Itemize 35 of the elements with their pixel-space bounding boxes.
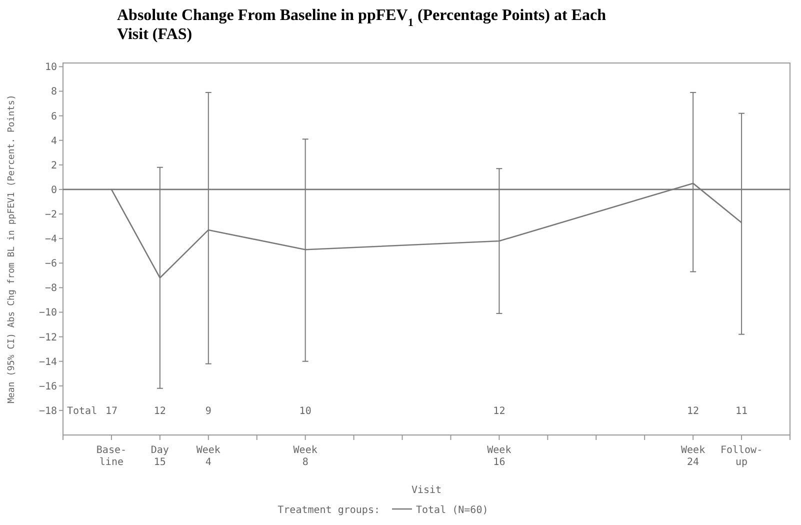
x-tick-label: Week 24 bbox=[681, 445, 706, 468]
annotation: 10 bbox=[299, 406, 312, 417]
y-tick-label: 10 bbox=[44, 62, 57, 74]
y-tick-label: −14 bbox=[38, 356, 57, 368]
y-tick-label: −16 bbox=[38, 381, 57, 392]
y-tick-label: −4 bbox=[44, 234, 57, 246]
x-tick-label: Base- line bbox=[96, 445, 127, 468]
y-tick-label: −10 bbox=[38, 308, 57, 319]
y-axis-title: Mean (95% CI) Abs Chg from BL in ppFEV1 (Percent. Points) bbox=[7, 94, 17, 404]
annotation: 12 bbox=[687, 406, 700, 417]
y-tick-label: 2 bbox=[50, 160, 57, 172]
annotation: 9 bbox=[205, 406, 212, 417]
y-tick-label: 6 bbox=[50, 111, 57, 122]
y-tick-label: 0 bbox=[50, 184, 57, 196]
x-tick-label: Day 15 bbox=[150, 445, 169, 468]
y-tick-label: 4 bbox=[50, 136, 57, 147]
x-axis-title: Visit bbox=[411, 485, 442, 496]
annotation: 12 bbox=[154, 406, 166, 417]
y-tick-label: −2 bbox=[44, 210, 57, 221]
annotation: 17 bbox=[105, 406, 118, 417]
x-tick-label: Week 4 bbox=[196, 445, 220, 468]
x-tick-label: Week 16 bbox=[487, 445, 512, 468]
annotation: 12 bbox=[493, 406, 506, 417]
y-tick-label: −18 bbox=[38, 406, 57, 417]
y-tick-label: −12 bbox=[38, 332, 57, 344]
y-tick-label: −6 bbox=[44, 258, 57, 270]
annotation: 11 bbox=[736, 406, 748, 417]
x-tick-label: Week 8 bbox=[293, 445, 318, 468]
chart-title: Absolute Change From Baseline in ppFEV$_{1}$ (Percentage Points) at Each Visit (FAS) bbox=[117, 7, 606, 43]
legend-title: Treatment groups: bbox=[278, 505, 380, 516]
y-tick-label: 8 bbox=[50, 86, 57, 98]
annotation: Total bbox=[67, 406, 98, 417]
x-tick-label: Follow- up bbox=[720, 445, 763, 468]
y-tick-label: −8 bbox=[44, 283, 57, 294]
legend-label: Total (N=60) bbox=[416, 505, 488, 516]
